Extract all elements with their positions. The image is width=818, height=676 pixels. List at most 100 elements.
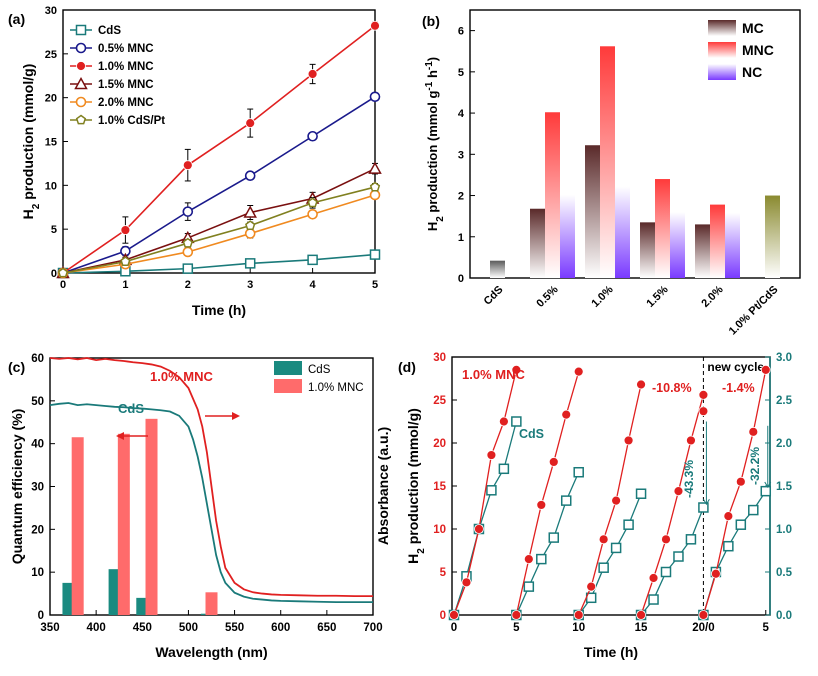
mnc-point [735, 476, 746, 487]
series-0 [57, 249, 381, 279]
data-point [182, 206, 194, 217]
y-tick-label: 15 [433, 481, 446, 493]
y-tick-label: 10 [45, 180, 57, 192]
mnc-line [702, 369, 767, 616]
bar [655, 179, 670, 278]
y-tick-label: 30 [433, 352, 446, 364]
legend-marker [76, 61, 86, 71]
data-point [370, 20, 380, 31]
series-line [62, 167, 376, 274]
x-tick-label: 700 [363, 622, 382, 634]
absorbance-curve [49, 357, 373, 598]
x-tick-label: 5 [513, 622, 520, 634]
x-tick-label: 650 [317, 622, 336, 634]
x-tick-label: 550 [225, 622, 244, 634]
bar [490, 260, 505, 278]
bar [670, 212, 685, 278]
legend-label: 1.0% MNC [308, 382, 364, 394]
panel-label: (b) [422, 13, 440, 29]
series-label: CdS [519, 427, 544, 441]
y-right-tick-label: 1.5 [776, 481, 793, 493]
annotation: -10.8% [652, 381, 692, 395]
bar [600, 46, 615, 278]
x-tick-label: 400 [87, 622, 106, 634]
y-tick-label: 60 [31, 353, 44, 365]
legend-marker [75, 24, 87, 36]
drop-arrow-head [702, 498, 710, 506]
y-axis-label-part: -1 [424, 61, 435, 70]
bar [117, 433, 130, 615]
mnc-point [748, 426, 759, 437]
y-tick-label: 0 [440, 610, 446, 622]
mnc-point [648, 573, 659, 583]
cds-point [723, 540, 734, 552]
data-point [245, 220, 256, 231]
y-tick-label: 15 [45, 137, 57, 149]
x-tick-label: 350 [40, 622, 59, 634]
bar [695, 224, 710, 278]
data-point [368, 161, 382, 174]
series-1 [57, 91, 381, 279]
legend-label: MC [742, 20, 764, 36]
series-line [62, 194, 376, 274]
data-point [57, 267, 69, 278]
data-point [307, 208, 318, 220]
mnc-point [511, 364, 522, 375]
data-point [244, 228, 256, 239]
data-point [243, 205, 257, 218]
legend-marker [75, 96, 87, 108]
y-tick-label: 2 [458, 191, 464, 203]
mnc-point [573, 610, 584, 620]
annotation: -43.3% [682, 460, 696, 498]
y-right-tick-label: 3.0 [776, 352, 792, 364]
y-axis-label-part: production (mmol/g) [405, 408, 421, 548]
cds-line [515, 471, 580, 616]
series-label: 1.0% MNC [462, 367, 525, 382]
legend-marker [75, 42, 87, 54]
mnc-line [515, 371, 580, 616]
bar [710, 204, 725, 278]
cds-point [673, 551, 684, 562]
y-tick-label: 10 [31, 567, 44, 579]
x-tick-label: 3 [247, 279, 253, 291]
mnc-point [461, 577, 472, 588]
mnc-point [760, 364, 771, 375]
y-axis-label-part: 2 [435, 216, 446, 222]
data-point [244, 258, 256, 269]
bar [205, 592, 218, 615]
curve-label: 1.0% MNC [150, 369, 213, 384]
y-axis-label-part: production (mmol g [425, 91, 440, 217]
series-5 [57, 181, 381, 278]
legend-label: 1.5% MNC [98, 79, 154, 91]
data-point [120, 256, 131, 266]
mnc-point [511, 610, 522, 620]
y-tick-label: 5 [458, 67, 464, 79]
data-point [182, 263, 194, 274]
mnc-point [498, 416, 509, 427]
y-axis-label-part: ) [425, 57, 440, 61]
legend-label: CdS [308, 364, 331, 376]
data-point [307, 130, 318, 142]
series-line [62, 25, 376, 274]
annotation: -32.2% [748, 447, 762, 485]
mnc-point [698, 389, 709, 400]
cds-point [635, 488, 647, 499]
cds-point [648, 594, 659, 605]
y-tick-label: 25 [433, 395, 446, 407]
mnc-point [536, 500, 547, 510]
y-tick-label: 30 [45, 5, 57, 17]
x-tick-label: 15 [635, 622, 648, 634]
plot-frame [451, 356, 771, 616]
y-tick-label: 4 [458, 108, 465, 120]
cds-point [486, 485, 497, 496]
arrow-head [116, 432, 124, 440]
x-tick-label: 0 [60, 279, 66, 291]
mnc-line [453, 369, 517, 616]
series-line [62, 96, 376, 274]
x-tick-label: 500 [179, 622, 198, 634]
bar [640, 222, 655, 278]
mnc-point [661, 534, 671, 545]
